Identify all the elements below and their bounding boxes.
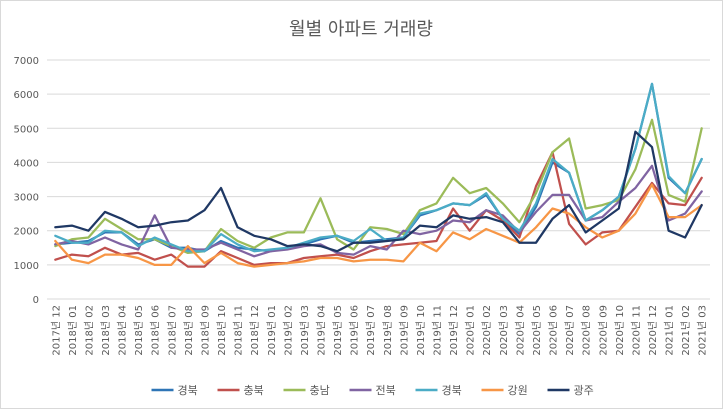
x-tick-label: 2019년 02 — [282, 305, 294, 356]
x-tick-label: 2020년 07 — [564, 305, 576, 356]
y-tick-label: 3000 — [14, 193, 39, 204]
x-tick-label: 2018년 06 — [150, 305, 162, 356]
x-tick-label: 2018년 09 — [199, 305, 211, 356]
x-tick-label: 2018년 02 — [83, 305, 95, 356]
x-tick-label: 2019년 09 — [398, 305, 410, 356]
gridlines — [47, 59, 710, 300]
x-tick-label: 2018년 04 — [117, 305, 129, 356]
y-tick-label: 4000 — [14, 158, 39, 169]
x-tick-label: 2020년 06 — [548, 305, 560, 356]
legend-label: 충북 — [244, 384, 264, 397]
x-tick-label: 2019년 08 — [382, 305, 394, 356]
x-tick-label: 2018년 11 — [233, 305, 245, 356]
x-tick-label: 2019년 03 — [299, 305, 311, 356]
x-tick-label: 2018년 07 — [166, 305, 178, 356]
series-line — [54, 118, 703, 255]
x-tick-label: 2020년 10 — [614, 305, 626, 356]
x-tick-label: 2020년 08 — [581, 305, 593, 356]
y-tick-label: 6000 — [14, 90, 39, 101]
x-tick-label: 2020년 12 — [647, 305, 659, 356]
y-tick-label: 5000 — [14, 124, 39, 135]
y-tick-label: 1000 — [14, 261, 39, 272]
x-tick-label: 2018년 08 — [183, 305, 195, 356]
x-tick-label: 2018년 01 — [67, 305, 79, 356]
series-line — [54, 183, 703, 268]
x-tick-label: 2021년 01 — [664, 305, 676, 356]
x-tick-label: 2019년 05 — [332, 305, 344, 356]
series-line — [54, 130, 703, 253]
chart-title: 월별 아파트 거래량 — [289, 19, 433, 40]
y-tick-label: 0 — [33, 295, 39, 306]
legend-label: 광주 — [574, 384, 594, 397]
x-tick-label: 2018년 12 — [249, 305, 261, 356]
x-tick-label: 2020년 02 — [481, 305, 493, 356]
y-axis-ticks: 0 1000 2000 3000 4000 5000 6000 7000 — [14, 56, 39, 306]
x-tick-label: 2019년 10 — [415, 305, 427, 356]
series-line — [54, 164, 703, 258]
x-axis-ticks: 2017년 12 2018년 01 2018년 02 2018년 03 2018년 04… — [50, 305, 708, 356]
legend-label: 충남 — [310, 384, 330, 397]
y-tick-label: 2000 — [14, 227, 39, 238]
x-tick-label: 2019년 04 — [315, 305, 327, 356]
x-tick-label: 2018년 10 — [216, 305, 228, 356]
x-tick-label: 2020년 09 — [597, 305, 609, 356]
legend-label: 경북 — [178, 384, 198, 397]
x-tick-label: 2019년 11 — [432, 305, 444, 356]
x-tick-label: 2020년 11 — [630, 305, 642, 356]
x-tick-label: 2018년 03 — [100, 305, 112, 356]
legend-label: 경북 — [442, 384, 462, 397]
series-line — [54, 82, 703, 253]
x-tick-label: 2017년 12 — [50, 305, 62, 356]
legend-label: 강원 — [508, 384, 528, 397]
x-tick-label: 2020년 04 — [514, 305, 526, 356]
x-tick-label: 2020년 03 — [498, 305, 510, 356]
x-tick-label: 2019년 12 — [448, 305, 460, 356]
x-tick-label: 2020년 01 — [465, 305, 477, 356]
legend: 경북 충북 충남 전북 경북 강원 광주 — [151, 384, 594, 397]
x-tick-label: 2020년 05 — [531, 305, 543, 356]
x-tick-label: 2021년 02 — [680, 305, 692, 356]
x-tick-label: 2019년 06 — [349, 305, 361, 356]
x-tick-label: 2018년 05 — [133, 305, 145, 356]
x-tick-label: 2019년 07 — [365, 305, 377, 356]
series-lines — [54, 82, 703, 268]
y-tick-label: 7000 — [14, 56, 39, 67]
x-tick-label: 2021년 03 — [697, 305, 709, 356]
x-tick-label: 2019년 01 — [266, 305, 278, 356]
legend-label: 전북 — [376, 384, 396, 397]
